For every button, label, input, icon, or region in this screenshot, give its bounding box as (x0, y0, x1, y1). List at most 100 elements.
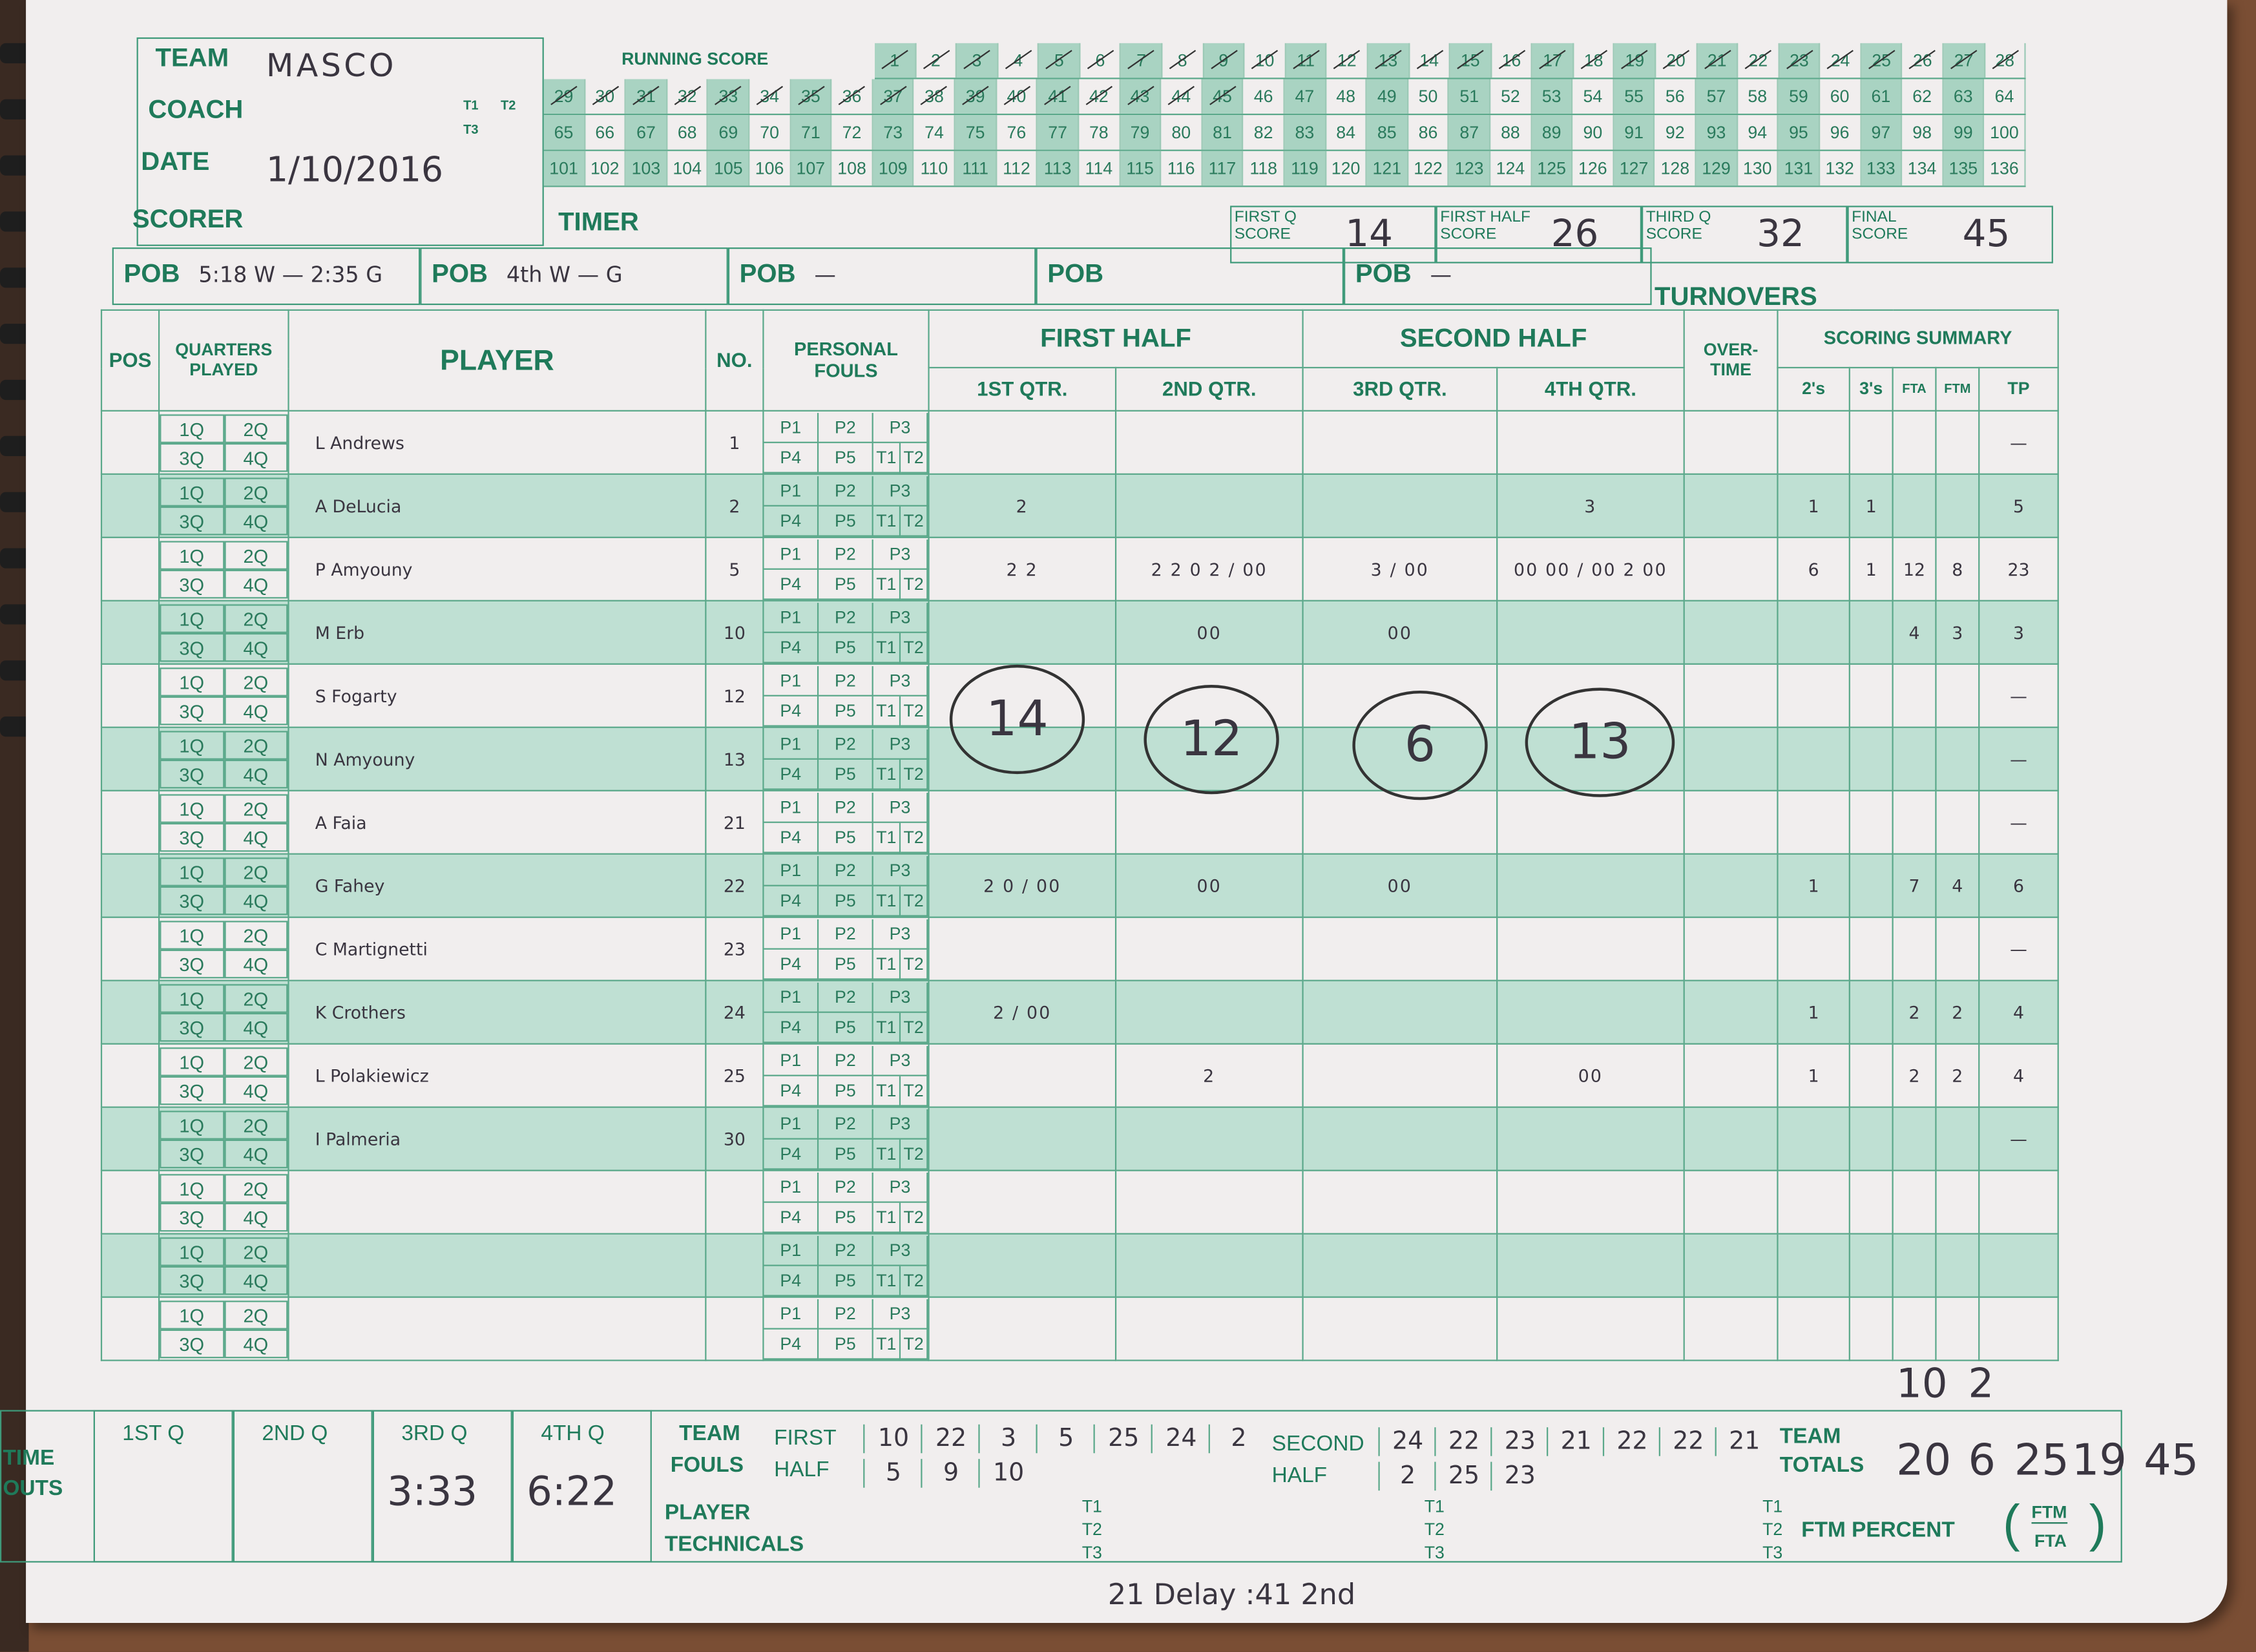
quarter-played-box[interactable]: 1Q (160, 730, 224, 759)
running-score-cell[interactable]: 9 (1204, 43, 1245, 78)
player-number[interactable] (705, 1169, 764, 1235)
points-q4[interactable] (1496, 979, 1685, 1045)
running-score-cell[interactable]: 49 (1367, 79, 1408, 114)
pob-value[interactable]: 5:18 W — 2:35 G (198, 262, 383, 288)
foul-box[interactable]: P1 (764, 665, 819, 696)
summary-fta[interactable] (1892, 410, 1937, 475)
pos-cell[interactable] (100, 979, 160, 1045)
running-score-cell[interactable]: 75 (955, 115, 997, 150)
foul-box[interactable]: T2 (901, 569, 928, 600)
foul-box[interactable]: T1 (873, 442, 901, 473)
running-score-cell[interactable]: 46 (1244, 79, 1285, 114)
player-number[interactable]: 12 (705, 663, 764, 728)
running-score-cell[interactable]: 114 (1079, 151, 1120, 186)
quarter-played-box[interactable]: 1Q (160, 1237, 224, 1266)
running-score-cell[interactable]: 34 (749, 79, 791, 114)
timeout-value[interactable]: 3:33 (387, 1467, 478, 1516)
foul-box[interactable]: P5 (819, 758, 873, 789)
quarter-played-box[interactable]: 3Q (160, 1328, 224, 1358)
overtime-cell[interactable] (1683, 1106, 1779, 1171)
foul-box[interactable]: T1 (873, 758, 901, 789)
points-q1[interactable]: 2 2 (928, 536, 1117, 601)
running-score-cell[interactable]: 57 (1696, 79, 1738, 114)
summary-twos[interactable] (1777, 916, 1850, 981)
running-score-cell[interactable]: 14 (1409, 43, 1451, 78)
points-q2[interactable] (1114, 1106, 1304, 1171)
summary-twos[interactable] (1777, 663, 1850, 728)
pob-value[interactable]: — (814, 262, 836, 288)
points-q2[interactable] (1114, 916, 1304, 981)
running-score-cell[interactable]: 127 (1614, 151, 1656, 186)
summary-ftm[interactable]: 2 (1935, 979, 1980, 1045)
running-score-cell[interactable]: 87 (1449, 115, 1491, 150)
summary-tp[interactable]: — (1978, 410, 2059, 475)
summary-threes[interactable] (1848, 1106, 1894, 1171)
team-foul-mark[interactable]: 25 (1434, 1461, 1492, 1491)
foul-box[interactable]: P2 (819, 539, 873, 569)
foul-box[interactable]: T2 (901, 442, 928, 473)
foul-box[interactable]: P5 (819, 1138, 873, 1169)
running-score-cell[interactable]: 93 (1696, 115, 1738, 150)
quarter-played-box[interactable]: 1Q (160, 983, 224, 1012)
running-score-cell[interactable]: 88 (1490, 115, 1532, 150)
quarter-played-box[interactable]: 1Q (160, 540, 224, 569)
summary-tp[interactable]: — (1978, 726, 2059, 791)
running-score-cell[interactable]: 31 (626, 79, 667, 114)
team-foul-mark[interactable]: 3 (978, 1424, 1037, 1454)
running-score-cell[interactable]: 102 (585, 151, 627, 186)
team-foul-mark[interactable]: 21 (1715, 1427, 1773, 1456)
quarter-played-box[interactable]: 3Q (160, 1138, 224, 1168)
foul-box[interactable]: P3 (873, 1108, 928, 1139)
running-score-cell[interactable]: 92 (1655, 115, 1697, 150)
overtime-cell[interactable] (1683, 1233, 1779, 1298)
quarter-played-box[interactable]: 2Q (224, 667, 288, 696)
foul-box[interactable]: P5 (819, 1328, 873, 1359)
points-q2[interactable] (1114, 979, 1304, 1045)
running-score-cell[interactable]: 131 (1779, 151, 1820, 186)
running-score-cell[interactable]: 58 (1737, 79, 1779, 114)
summary-tp[interactable]: — (1978, 663, 2059, 728)
overtime-cell[interactable] (1683, 410, 1779, 475)
foul-box[interactable]: P2 (819, 1298, 873, 1329)
player-number[interactable] (705, 1296, 764, 1361)
points-q2[interactable] (1114, 1296, 1304, 1361)
points-q1[interactable] (928, 1233, 1117, 1298)
overtime-cell[interactable] (1683, 600, 1779, 665)
overtime-cell[interactable] (1683, 1296, 1779, 1361)
summary-twos[interactable] (1777, 1106, 1850, 1171)
points-q1[interactable] (928, 789, 1117, 855)
summary-tp[interactable]: — (1978, 916, 2059, 981)
team-foul-mark[interactable]: 22 (1602, 1427, 1660, 1456)
running-score-cell[interactable]: 11 (1286, 43, 1328, 78)
running-score-cell[interactable]: 12 (1327, 43, 1368, 78)
player-number[interactable]: 24 (705, 979, 764, 1045)
foul-box[interactable]: T1 (873, 505, 901, 536)
running-score-cell[interactable]: 119 (1284, 151, 1326, 186)
period-score-value[interactable]: 32 (1757, 213, 1804, 256)
running-score-cell[interactable]: 74 (914, 115, 956, 150)
pos-cell[interactable] (100, 536, 160, 601)
running-score-cell[interactable]: 98 (1902, 115, 1944, 150)
quarter-played-box[interactable]: 4Q (224, 505, 288, 535)
foul-box[interactable]: P3 (873, 1298, 928, 1329)
foul-box[interactable]: P4 (764, 505, 819, 536)
foul-box[interactable]: P3 (873, 539, 928, 569)
foul-box[interactable]: P3 (873, 918, 928, 949)
running-score-cell[interactable]: 22 (1739, 43, 1780, 78)
running-score-cell[interactable]: 122 (1408, 151, 1450, 186)
running-score-cell[interactable]: 7 (1121, 43, 1163, 78)
foul-box[interactable]: P5 (819, 1012, 873, 1043)
quarter-played-box[interactable]: 4Q (224, 569, 288, 598)
quarter-played-box[interactable]: 2Q (224, 1237, 288, 1266)
running-score-cell[interactable]: 130 (1737, 151, 1779, 186)
player-name[interactable]: S Fogarty (287, 663, 707, 728)
team-foul-mark[interactable]: 9 (921, 1459, 979, 1488)
running-score-cell[interactable]: 106 (749, 151, 791, 186)
player-number[interactable]: 1 (705, 410, 764, 475)
running-score-cell[interactable]: 26 (1903, 43, 1944, 78)
foul-box[interactable]: T1 (873, 632, 901, 663)
foul-box[interactable]: P4 (764, 1012, 819, 1043)
quarter-played-box[interactable]: 3Q (160, 1265, 224, 1295)
quarter-played-box[interactable]: 2Q (224, 857, 288, 886)
running-score-cell[interactable]: 24 (1821, 43, 1862, 78)
